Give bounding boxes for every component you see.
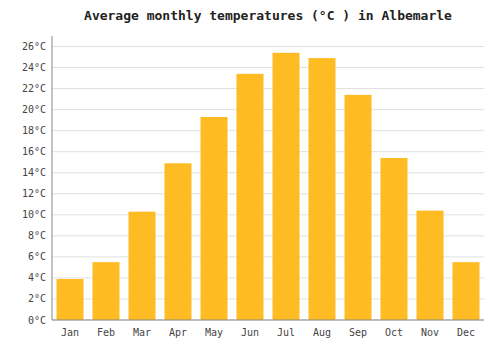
bar [309,58,336,320]
grid-line [52,320,484,321]
grid-line [52,109,484,110]
y-tick-label: 14°C [22,167,46,178]
y-tick-label: 6°C [28,251,46,262]
grid-line [52,193,484,194]
x-tick-label: Oct [385,327,403,338]
bar [345,95,372,320]
bars [57,53,480,320]
x-tick-label: Sep [349,327,367,338]
x-axis: Jan Feb Mar Apr May Jun Jul Aug Sep Oct Nov Dec [61,327,475,338]
y-tick-label: 24°C [22,62,46,73]
y-tick-label: 0°C [28,315,46,326]
x-tick-label: Jan [61,327,79,338]
grid-line [52,172,484,173]
y-tick-label: 10°C [22,209,46,220]
bar [381,158,408,320]
grid-line [52,67,484,68]
x-tick-label: Aug [313,327,331,338]
grid-line [52,151,484,152]
y-axis: 0°C 2°C 4°C 6°C 8°C 10°C 12°C 14°C 16°C 18°C 20°C 2… [22,41,46,325]
y-tick-label: 22°C [22,83,46,94]
y-axis-line [52,36,53,320]
x-tick-label: Nov [421,327,439,338]
chart-svg: Average monthly temperatures (°C ) in Al… [0,0,500,350]
x-axis-line [52,320,484,321]
bar [417,211,444,320]
bar [129,212,156,320]
bar [165,163,192,320]
title: Average monthly temperatures (°C ) in Al… [84,8,452,23]
x-tick-label: Mar [133,327,151,338]
x-tick-label: Apr [169,327,187,338]
bar [237,74,264,320]
grid-line [52,46,484,47]
grid-line [52,130,484,131]
y-tick-label: 18°C [22,125,46,136]
x-tick-label: Dec [457,327,475,338]
x-tick-label: Feb [97,327,115,338]
y-tick-label: 2°C [28,293,46,304]
bar [93,262,120,320]
y-tick-label: 16°C [22,146,46,157]
chart-container: Average monthly temperatures (°C ) in Al… [0,0,500,350]
x-tick-label: Jun [241,327,259,338]
grid [52,47,484,320]
x-tick-label: May [205,327,223,338]
y-tick-label: 8°C [28,230,46,241]
bar [201,117,228,320]
bar [57,279,84,320]
y-tick-label: 4°C [28,272,46,283]
x-tick-label: Jul [277,327,295,338]
y-tick-label: 12°C [22,188,46,199]
bar [453,262,480,320]
bar [273,53,300,320]
y-tick-label: 20°C [22,104,46,115]
grid-line [52,88,484,89]
y-tick-label: 26°C [22,41,46,52]
